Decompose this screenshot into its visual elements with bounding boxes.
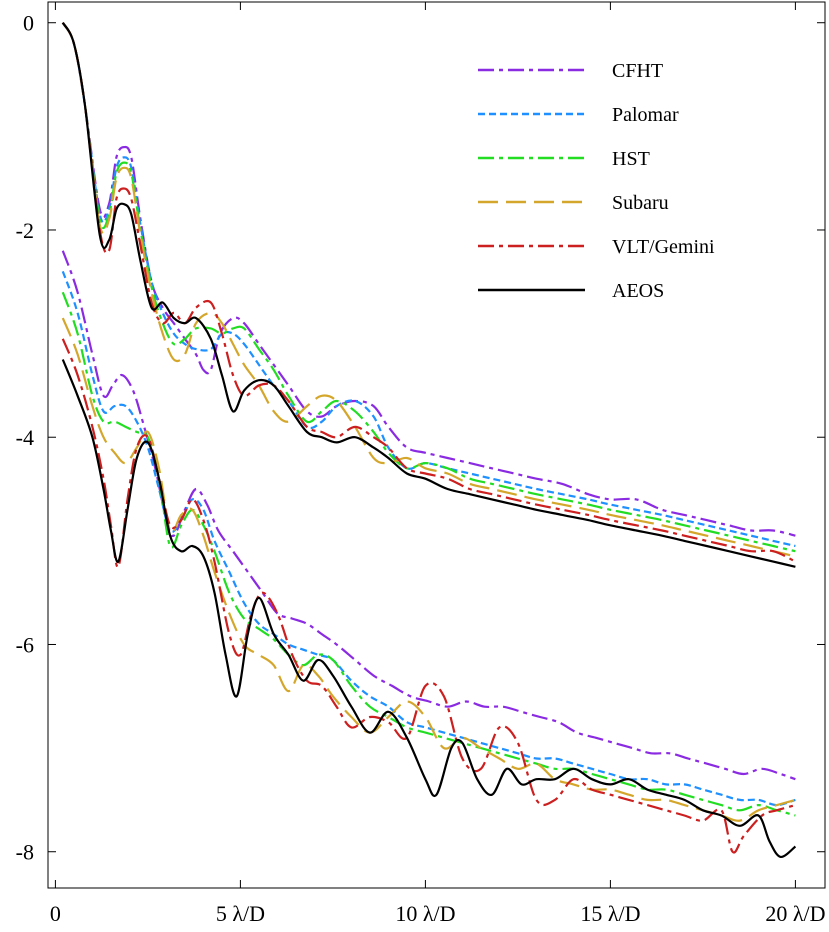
plot-frame (47, 1, 826, 889)
series-line-vlt-gemini-upper (61, 22, 796, 563)
x-tick-label-15: 15 λ/D (580, 901, 640, 926)
series-line-aeos-upper (61, 22, 796, 568)
legend-entry-hst: HST (478, 148, 650, 170)
series-line-cfht-lower (61, 250, 796, 781)
legend-entry-vlt-gemini: VLT/Gemini (478, 236, 715, 258)
x-tick-label-5: 5 λ/D (216, 901, 265, 926)
x-tick-label-20: 20 λ/D (765, 901, 825, 926)
legend: CFHT Palomar HST Subaru VLT/Gemini AEOS (478, 60, 715, 302)
series-lines (61, 22, 797, 859)
y-tick-label-minus-2: -2 (16, 218, 34, 243)
legend-label-aeos: AEOS (612, 280, 664, 302)
y-tick-label-minus-8: -8 (16, 840, 34, 865)
series-line-palomar-lower (61, 271, 796, 807)
legend-label-cfht: CFHT (612, 60, 663, 82)
axis-ticks (48, 2, 825, 888)
y-axis-tick-labels: 0 -2 -4 -6 -8 (16, 11, 34, 865)
legend-label-vlt-gemini: VLT/Gemini (612, 236, 715, 258)
series-line-subaru-lower (61, 317, 796, 822)
x-tick-label-10: 10 λ/D (395, 901, 455, 926)
series-line-vlt-gemini-lower (61, 338, 796, 854)
x-axis-tick-labels: 0 5 λ/D 10 λ/D 15 λ/D 20 λ/D (50, 901, 826, 926)
series-line-hst-lower (61, 291, 796, 817)
y-tick-label-minus-6: -6 (16, 632, 34, 657)
series-line-hst-upper (61, 22, 796, 553)
legend-entry-cfht: CFHT (478, 60, 663, 82)
series-line-aeos-lower (61, 359, 797, 859)
legend-label-subaru: Subaru (612, 192, 669, 214)
legend-entry-aeos: AEOS (478, 280, 664, 302)
legend-entry-palomar: Palomar (478, 104, 679, 126)
series-line-subaru-upper (61, 22, 796, 558)
series-line-cfht-upper (61, 22, 796, 537)
legend-entry-subaru: Subaru (478, 192, 669, 214)
legend-label-hst: HST (612, 148, 650, 170)
series-line-palomar-upper (61, 22, 796, 548)
x-tick-label-0: 0 (50, 901, 61, 926)
y-tick-label-minus-4: -4 (16, 425, 34, 450)
y-tick-label-0: 0 (23, 11, 34, 36)
legend-label-palomar: Palomar (612, 104, 679, 126)
